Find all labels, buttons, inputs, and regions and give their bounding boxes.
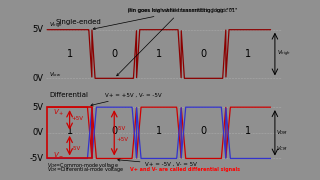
Text: 0V: 0V	[32, 128, 43, 137]
Text: 0: 0	[200, 49, 207, 59]
Text: -5V: -5V	[29, 154, 43, 163]
Text: Single-ended: Single-ended	[55, 19, 101, 25]
Text: 0: 0	[111, 126, 117, 136]
Text: +5V: +5V	[116, 137, 128, 142]
Text: $V_{CM}$=Common-mode voltage: $V_{CM}$=Common-mode voltage	[47, 161, 119, 170]
Text: 0V: 0V	[32, 74, 43, 83]
Text: pin goes high while transmitting logic "1": pin goes high while transmitting logic "…	[93, 8, 237, 30]
Text: -5V: -5V	[72, 146, 81, 151]
Text: 0: 0	[111, 49, 117, 59]
Text: 0: 0	[200, 126, 207, 136]
Text: $V_{high}$: $V_{high}$	[277, 49, 291, 59]
Text: $V_{high}$: $V_{high}$	[49, 21, 63, 31]
Text: $V_{CM}$: $V_{CM}$	[276, 144, 288, 153]
Text: $V_{DM}$=Differential-mode voltage: $V_{DM}$=Differential-mode voltage	[47, 165, 125, 174]
Text: Differential: Differential	[49, 92, 88, 98]
Text: 5V: 5V	[32, 103, 43, 112]
Text: V+ and V- are called differential signals: V+ and V- are called differential signal…	[130, 167, 240, 172]
Text: 1: 1	[245, 49, 251, 59]
Text: $V_-$: $V_-$	[53, 150, 64, 158]
Text: -5V: -5V	[116, 126, 126, 131]
Text: 1: 1	[245, 126, 251, 136]
Text: 1: 1	[156, 49, 162, 59]
Text: V+ = +5V , V- = -5V: V+ = +5V , V- = -5V	[91, 93, 162, 106]
Text: 1: 1	[67, 126, 73, 136]
Text: +5V: +5V	[72, 116, 84, 121]
Text: V+ = -5V , V- = 5V: V+ = -5V , V- = 5V	[118, 159, 197, 167]
Text: 5V: 5V	[32, 25, 43, 34]
Text: Pin goes low while transmitting logic "0": Pin goes low while transmitting logic "0…	[117, 8, 234, 76]
Text: $V_{DM}$: $V_{DM}$	[276, 128, 288, 137]
Text: $V_{low}$: $V_{low}$	[49, 70, 61, 79]
Text: $V_+$: $V_+$	[53, 108, 64, 118]
Text: 1: 1	[156, 126, 162, 136]
Text: 1: 1	[67, 49, 73, 59]
Bar	[47, 107, 92, 158]
